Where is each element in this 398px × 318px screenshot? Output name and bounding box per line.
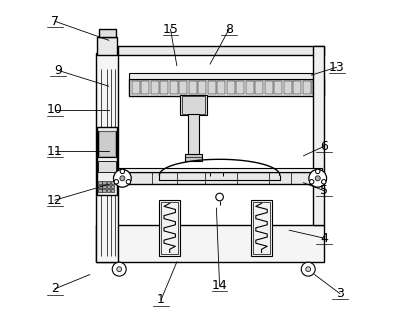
Bar <box>129 79 324 96</box>
Bar <box>96 225 324 262</box>
Circle shape <box>114 180 119 184</box>
Bar <box>180 95 207 115</box>
Text: 5: 5 <box>320 184 328 197</box>
Circle shape <box>113 169 131 187</box>
Bar <box>160 81 168 94</box>
Circle shape <box>120 176 125 181</box>
Bar <box>293 81 301 94</box>
Circle shape <box>112 262 126 276</box>
Bar <box>208 81 216 94</box>
Bar <box>111 185 114 188</box>
Text: 12: 12 <box>47 194 63 207</box>
Bar <box>118 172 322 184</box>
Bar <box>118 169 322 172</box>
Bar <box>251 200 272 256</box>
Bar <box>265 81 273 94</box>
Text: 1: 1 <box>157 294 165 306</box>
Bar <box>312 81 320 94</box>
Text: 8: 8 <box>225 23 233 36</box>
Text: 2: 2 <box>51 282 59 295</box>
Circle shape <box>322 180 326 184</box>
Bar <box>98 181 102 184</box>
Bar <box>98 130 116 157</box>
Bar <box>129 73 324 79</box>
Text: 15: 15 <box>162 23 178 36</box>
Circle shape <box>301 262 315 276</box>
Bar <box>217 81 225 94</box>
Bar <box>198 81 206 94</box>
Bar <box>161 202 178 254</box>
Text: 11: 11 <box>47 145 63 158</box>
Bar <box>255 81 263 94</box>
Bar <box>236 81 244 94</box>
Bar <box>107 181 110 184</box>
Text: 14: 14 <box>212 279 227 292</box>
Circle shape <box>117 267 122 272</box>
Text: 6: 6 <box>320 140 328 153</box>
Bar <box>97 37 117 54</box>
Bar <box>97 127 117 195</box>
Bar <box>141 81 149 94</box>
Text: 3: 3 <box>336 287 344 300</box>
Bar <box>98 185 102 188</box>
Text: 7: 7 <box>51 15 59 28</box>
Bar <box>181 96 205 114</box>
Circle shape <box>216 193 223 201</box>
Bar <box>118 46 324 54</box>
Bar <box>99 29 116 37</box>
Bar <box>99 131 115 156</box>
Bar <box>227 81 235 94</box>
Text: 10: 10 <box>47 103 63 116</box>
Bar <box>189 81 197 94</box>
Bar <box>132 81 140 94</box>
Bar <box>111 181 114 184</box>
Circle shape <box>316 169 320 174</box>
Bar <box>102 185 106 188</box>
Bar <box>302 81 310 94</box>
Bar <box>96 53 118 262</box>
Text: 9: 9 <box>54 64 62 77</box>
Bar <box>188 114 199 155</box>
Bar <box>102 181 106 184</box>
Circle shape <box>126 180 131 184</box>
Bar <box>246 81 254 94</box>
Circle shape <box>120 169 125 174</box>
Bar <box>102 189 106 192</box>
Bar <box>107 185 110 188</box>
Text: 4: 4 <box>320 232 328 245</box>
Circle shape <box>306 267 311 272</box>
Bar <box>179 81 187 94</box>
Bar <box>253 202 270 254</box>
Bar <box>313 46 324 225</box>
Circle shape <box>315 176 320 181</box>
Bar <box>98 161 116 172</box>
Circle shape <box>309 169 327 187</box>
Bar <box>98 189 102 192</box>
Bar <box>185 154 202 161</box>
Bar <box>170 81 178 94</box>
Bar <box>284 81 292 94</box>
Bar <box>151 81 159 94</box>
Bar <box>107 189 110 192</box>
Circle shape <box>310 180 314 184</box>
Bar <box>111 189 114 192</box>
Bar <box>160 200 180 256</box>
Bar <box>274 81 282 94</box>
Text: 13: 13 <box>329 61 345 74</box>
